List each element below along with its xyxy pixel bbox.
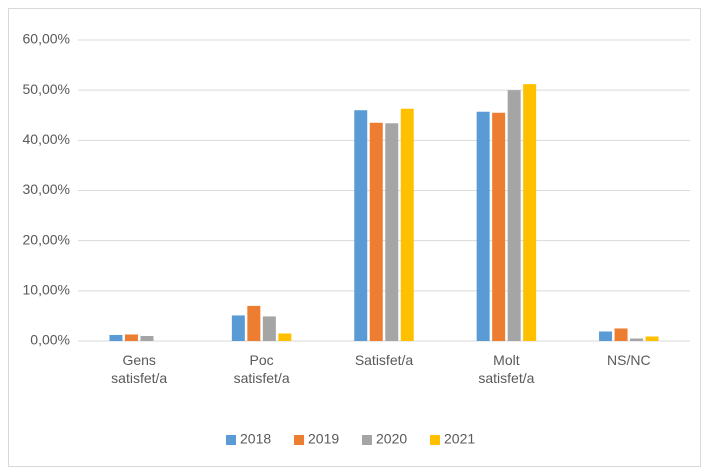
- bar: [630, 338, 644, 341]
- bar: [492, 112, 506, 341]
- x-tick-label: Gens satisfet/a: [111, 352, 168, 386]
- bar: [476, 111, 490, 341]
- bar: [354, 110, 368, 341]
- bar: [247, 305, 261, 341]
- bar: [599, 331, 613, 341]
- legend-label: 2021: [444, 431, 475, 447]
- bar: [385, 123, 399, 341]
- bar: [140, 335, 154, 341]
- bar: [507, 90, 521, 342]
- bar: [369, 122, 383, 342]
- legend-swatch: [226, 435, 236, 445]
- legend-swatch: [362, 435, 372, 445]
- legend-swatch: [294, 435, 304, 445]
- bar: [400, 108, 414, 341]
- legend-swatch: [430, 435, 440, 445]
- bar: [109, 334, 123, 341]
- y-tick-label: 50,00%: [23, 81, 70, 97]
- bar: [278, 333, 292, 341]
- x-tick-label: Satisfet/a: [354, 352, 414, 368]
- y-tick-label: 40,00%: [23, 131, 70, 147]
- bar: [614, 328, 628, 341]
- y-tick-label: 10,00%: [23, 282, 70, 298]
- legend-label: 2019: [308, 431, 339, 447]
- x-tick-label: Molt satisfet/a: [478, 352, 535, 386]
- bar: [523, 84, 537, 341]
- bar: [124, 334, 138, 341]
- y-tick-label: 20,00%: [23, 231, 70, 247]
- y-tick-label: 60,00%: [23, 31, 70, 47]
- x-tick-label: NS/NC: [607, 352, 651, 368]
- bar: [645, 336, 659, 341]
- bar: [231, 315, 245, 341]
- bar: [262, 316, 276, 341]
- legend-label: 2020: [376, 431, 407, 447]
- y-tick-label: 30,00%: [23, 181, 70, 197]
- x-tick-label: Poc satisfet/a: [233, 352, 290, 386]
- y-tick-label: 0,00%: [30, 332, 70, 348]
- legend-label: 2018: [240, 431, 271, 447]
